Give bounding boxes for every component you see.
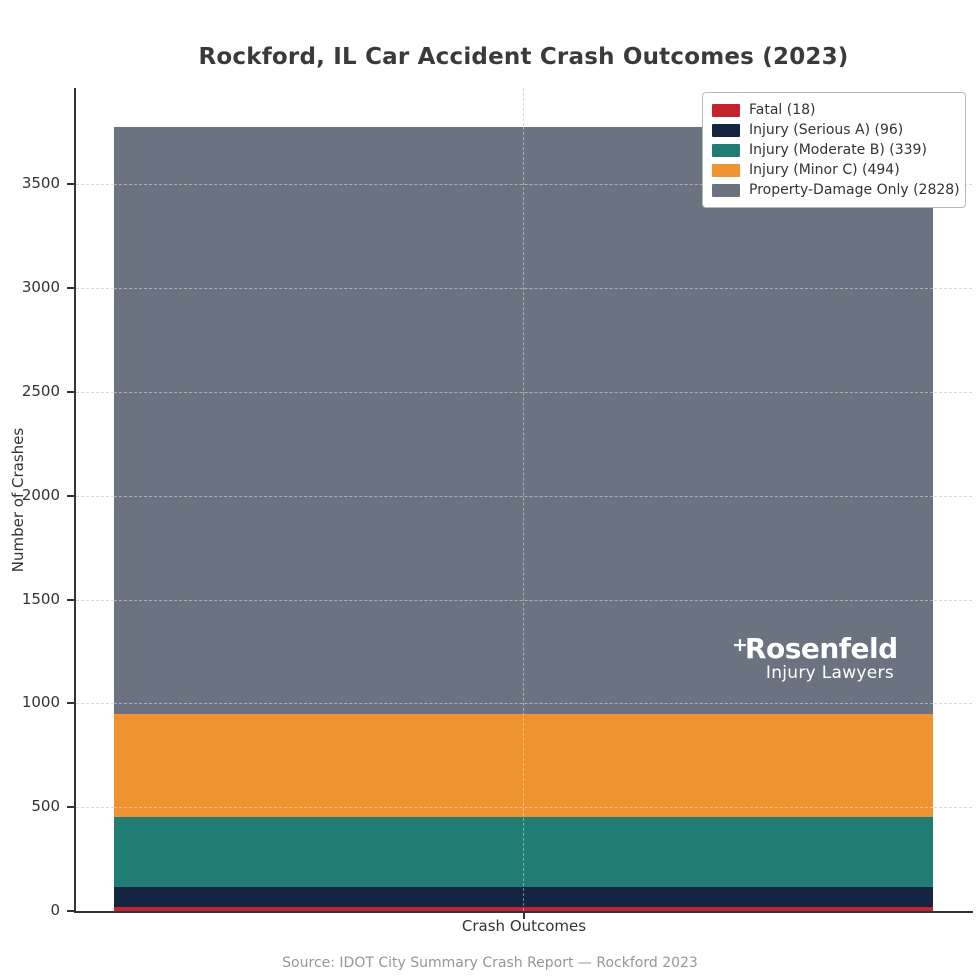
legend-swatch [712,143,740,157]
bar-segment-injury-minor-c- [114,714,933,817]
y-tick-label-500: 500 [31,797,60,816]
legend-item-fatal: Fatal (18) [712,100,956,120]
x-tick-mark [523,912,525,919]
legend-swatch [712,123,740,137]
y-tick-mark-2500 [67,390,75,393]
watermark-plus-icon: + [732,634,748,656]
legend-label: Injury (Moderate B) (339) [749,142,927,158]
y-tick-label-0: 0 [50,901,60,919]
legend-label: Injury (Minor C) (494) [749,162,900,178]
legend: Fatal (18) Injury (Serious A) (96) Injury … [702,92,966,208]
y-tick-mark-500 [67,806,75,809]
legend-swatch [712,183,740,197]
gridline-y-overlay-500 [114,807,933,809]
y-tick-label-3000: 3000 [21,278,60,297]
watermark-brand-text: Rosenfeld [744,632,898,665]
bar-segment-injury-serious-a- [114,887,933,908]
legend-swatch [712,103,740,117]
y-tick-mark-3500 [67,183,75,186]
watermark-brand: +Rosenfeld [732,630,898,665]
watermark-logo: +Rosenfeld Injury Lawyers [732,630,898,683]
y-axis-spine [74,88,76,912]
y-tick-label-1000: 1000 [21,693,60,712]
legend-label: Fatal (18) [749,102,816,118]
chart-title: Rockford, IL Car Accident Crash Outcomes… [198,44,849,70]
legend-swatch [712,163,740,177]
gridline-y-overlay-2000 [114,495,933,497]
gridline-x-center-overlay [523,127,524,911]
x-axis-label: Crash Outcomes [461,917,587,935]
gridline-y-overlay-2500 [114,391,933,393]
bar-segment-injury-moderate-b- [114,816,933,888]
legend-item-injury-minor-c-: Injury (Minor C) (494) [712,160,956,180]
gridline-y-overlay-1500 [114,599,933,601]
watermark-tagline: Injury Lawyers [765,663,894,683]
gridline-y-overlay-3000 [114,288,933,290]
y-tick-label-1500: 1500 [21,589,60,608]
y-tick-label-2000: 2000 [21,485,60,504]
y-tick-mark-2000 [67,494,75,497]
legend-label: Injury (Serious A) (96) [749,122,904,138]
legend-item-injury-serious-a-: Injury (Serious A) (96) [712,120,956,140]
y-tick-mark-1000 [67,702,75,705]
bar-segment-property-damage-only [114,127,933,715]
y-tick-label-3500: 3500 [21,174,60,193]
gridline-y-overlay-3500 [114,184,933,186]
source-caption: Source: IDOT City Summary Crash Report —… [282,955,698,971]
legend-item-injury-moderate-b-: Injury (Moderate B) (339) [712,140,956,160]
y-tick-mark-1500 [67,598,75,601]
y-tick-mark-3000 [67,287,75,290]
bar-segment-fatal [114,907,933,911]
y-tick-label-2500: 2500 [21,381,60,400]
y-tick-mark-0 [67,910,75,912]
gridline-y-overlay-1000 [114,703,933,705]
legend-label: Property-Damage Only (2828) [749,182,960,198]
legend-item-property-damage-only: Property-Damage Only (2828) [712,180,960,200]
